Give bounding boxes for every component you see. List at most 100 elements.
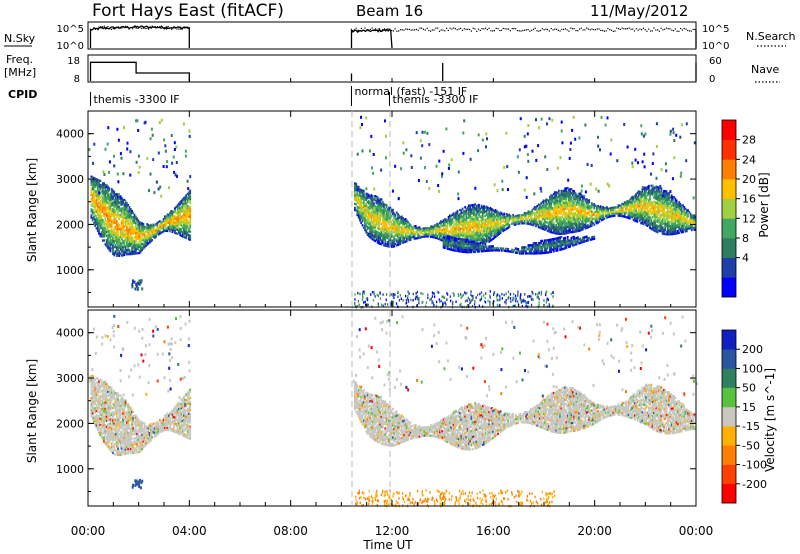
heatmap-cell [476, 208, 479, 211]
nsearch-point [547, 28, 549, 31]
heatmap-cell [635, 195, 637, 198]
heatmap-cell [107, 242, 109, 245]
heatmap-cell [446, 233, 449, 236]
heatmap-cell [570, 210, 573, 213]
heatmap-cell [508, 225, 511, 229]
heatmap-cell [152, 225, 155, 228]
heatmap-cell [400, 215, 403, 218]
heatmap-cell [656, 216, 659, 219]
heatmap-cell [549, 199, 551, 203]
nsearch-point [516, 30, 519, 32]
heatmap-cell [465, 246, 468, 250]
heatmap-cell [549, 220, 551, 223]
heatmap-cell [480, 250, 483, 253]
heatmap-cell [507, 220, 510, 223]
heatmap-cell [438, 234, 441, 237]
heatmap-cell [172, 225, 175, 228]
heatmap-cell [115, 230, 118, 233]
heatmap-cell [184, 220, 187, 223]
heatmap-cell [490, 226, 493, 229]
heatmap-cell [177, 223, 180, 226]
heatmap-cell [549, 206, 551, 209]
heatmap-cell [110, 233, 113, 236]
heatmap-cell [105, 232, 108, 236]
heatmap-cell [393, 230, 396, 234]
heatmap-cell [101, 198, 104, 201]
heatmap-cell [148, 237, 151, 240]
heatmap-cell [569, 208, 572, 211]
heatmap-cell [535, 214, 537, 217]
nsearch-point [142, 27, 144, 29]
heatmap-cell [456, 224, 459, 227]
heatmap-cell [360, 221, 363, 224]
heatmap-cell [554, 215, 556, 218]
heatmap-cell [399, 240, 402, 243]
heatmap-cell [660, 201, 663, 204]
heatmap-cell [483, 211, 485, 214]
heatmap-cell [158, 220, 161, 223]
heatmap-cell [574, 224, 577, 227]
heatmap-cell [580, 224, 583, 227]
heatmap-cell [646, 216, 649, 219]
heatmap-cell [642, 220, 645, 224]
heatmap-cell [559, 232, 561, 235]
heatmap-cell [430, 227, 432, 230]
heatmap-cell [471, 242, 474, 245]
heatmap-cell [483, 223, 485, 226]
heatmap-cell [665, 224, 668, 228]
heatmap-cell [668, 229, 670, 232]
heatmap-cell [131, 246, 133, 249]
heatmap-cell [118, 201, 121, 204]
heatmap-cell [110, 247, 113, 250]
heatmap-cell [113, 229, 116, 232]
heatmap-cell [114, 221, 117, 224]
heatmap-cell [398, 235, 401, 238]
heatmap-cell [433, 236, 436, 239]
heatmap-cell [559, 226, 561, 229]
heatmap-cell [483, 209, 485, 212]
heatmap-cell [656, 198, 659, 201]
heatmap-cell [128, 250, 131, 254]
heatmap-cell [457, 218, 460, 221]
heatmap-cell [656, 214, 659, 217]
heatmap-cell [389, 206, 392, 209]
heatmap-cell [126, 251, 128, 254]
heatmap-cell [180, 216, 183, 219]
heatmap-cell [570, 220, 573, 224]
heatmap-cell [442, 221, 445, 224]
heatmap-cell [474, 242, 477, 245]
heatmap-cell [436, 229, 439, 232]
heatmap-cell [189, 206, 192, 209]
heatmap-cell [131, 242, 133, 245]
nsearch-point [178, 28, 180, 30]
heatmap-cell [471, 244, 474, 248]
heatmap-cell [395, 223, 398, 227]
heatmap-cell [584, 198, 587, 201]
heatmap-cell [647, 217, 650, 220]
nsearch-point [112, 28, 114, 30]
heatmap-cell [369, 203, 371, 206]
nsearch-point [405, 28, 407, 30]
heatmap-cell [455, 245, 458, 248]
heatmap-cell [179, 209, 181, 212]
heatmap-cell [441, 239, 444, 242]
heatmap-cell [476, 239, 479, 242]
heatmap-cell [564, 228, 567, 231]
heatmap-cell [555, 205, 558, 208]
heatmap-cell [598, 206, 601, 209]
heatmap-cell [189, 210, 192, 213]
heatmap-cell [132, 232, 135, 235]
heatmap-cell [99, 232, 102, 236]
heatmap-cell [385, 244, 388, 248]
heatmap-cell [381, 239, 384, 242]
heatmap-cell [141, 238, 143, 241]
heatmap-cell [484, 224, 487, 228]
nsearch-point [359, 30, 361, 32]
nsearch-point [589, 29, 591, 31]
heatmap-cell [408, 224, 411, 227]
heatmap-cell [663, 232, 665, 236]
heatmap-cell [432, 236, 435, 239]
heatmap-cell [500, 226, 503, 229]
heatmap-cell [393, 241, 396, 244]
heatmap-cell [627, 204, 630, 207]
